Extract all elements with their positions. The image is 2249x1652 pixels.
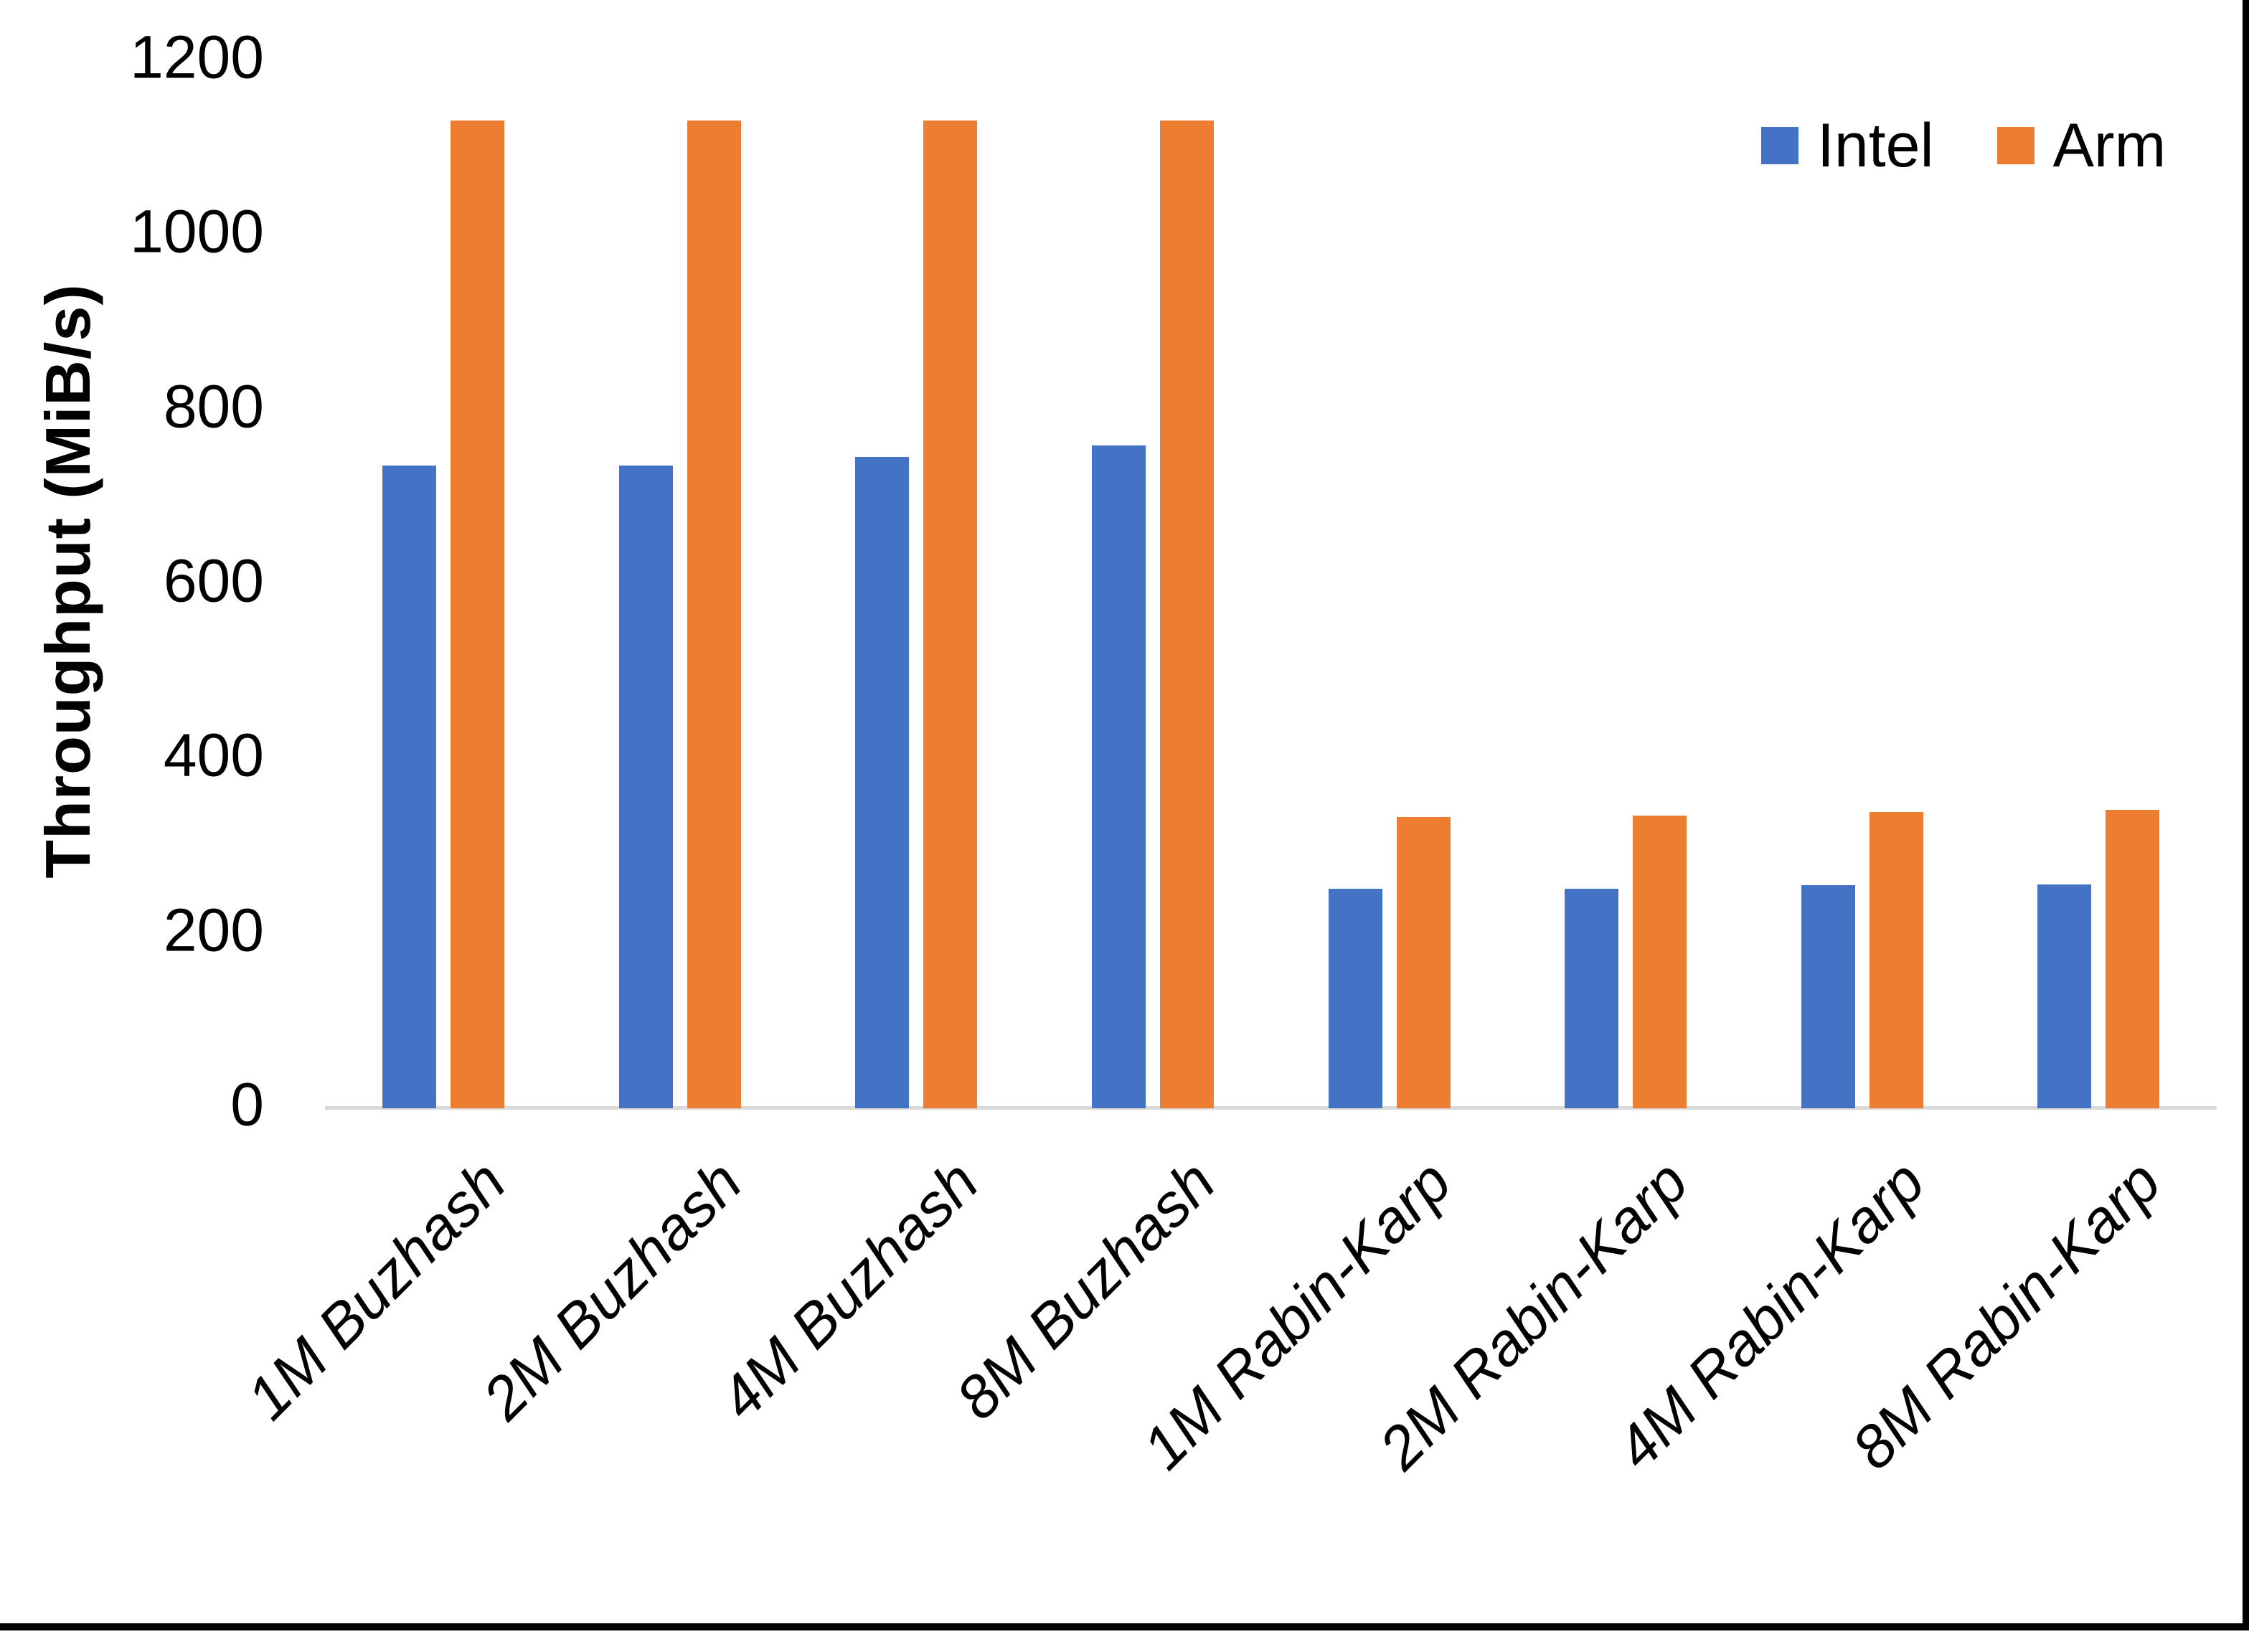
x-axis-label-1m-buzhash: 1M Buzhash (233, 1147, 519, 1432)
bar-arm-2m-rabin-karp (1633, 815, 1687, 1108)
bar-intel-8m-buzhash (1091, 445, 1146, 1108)
bar-arm-2m-buzhash (687, 121, 741, 1108)
bar-intel-4m-rabin-karp (1801, 884, 1855, 1108)
bar-intel-4m-buzhash (855, 456, 910, 1108)
bar-intel-1m-rabin-karp (1328, 888, 1382, 1108)
y-axis-tick-label-1000: 1000 (130, 197, 264, 265)
bar-arm-4m-rabin-karp (1869, 811, 1923, 1108)
legend-label-arm: Arm (2052, 111, 2167, 180)
bar-arm-4m-buzhash (923, 121, 978, 1108)
bar-intel-1m-buzhash (382, 465, 436, 1108)
x-axis-label-8m-rabin-karp: 8M Rabin-Karp (1839, 1147, 2174, 1482)
bar-arm-1m-buzhash (451, 121, 504, 1108)
legend-item-arm: Arm (1996, 111, 2167, 180)
frame-border-bottom (0, 1623, 2249, 1630)
legend-swatch-arm (1996, 127, 2035, 164)
bar-intel-2m-rabin-karp (1565, 888, 1619, 1108)
bar-intel-8m-rabin-karp (2037, 884, 2092, 1108)
frame-border-right (2243, 0, 2249, 1630)
bar-arm-8m-rabin-karp (2106, 810, 2160, 1108)
legend-item-intel: Intel (1761, 115, 1934, 176)
y-axis-tick-label-800: 800 (163, 372, 264, 440)
x-axis-label-2m-rabin-karp: 2M Rabin-Karp (1366, 1147, 1701, 1482)
y-axis-tick-label-400: 400 (163, 721, 264, 789)
legend-label-intel: Intel (1817, 111, 1934, 180)
legend-swatch-intel (1761, 127, 1798, 164)
y-axis-tick-label-600: 600 (163, 547, 264, 615)
x-axis-label-1m-rabin-karp: 1M Rabin-Karp (1129, 1147, 1464, 1482)
y-axis-tick-label-1200: 1200 (130, 23, 264, 91)
x-axis-label-8m-buzhash: 8M Buzhash (943, 1147, 1228, 1432)
y-axis-tick-label-200: 200 (163, 896, 264, 964)
x-axis-line (325, 1106, 2217, 1110)
bar-arm-1m-rabin-karp (1396, 817, 1451, 1108)
x-axis-label-2m-buzhash: 2M Buzhash (470, 1147, 755, 1432)
bar-arm-8m-buzhash (1159, 121, 1214, 1108)
legend: Intel Arm (1761, 115, 2166, 176)
bar-intel-2m-buzhash (618, 465, 673, 1108)
x-axis-label-4m-rabin-karp: 4M Rabin-Karp (1602, 1147, 1937, 1482)
y-axis-tick-label-0: 0 (230, 1070, 264, 1138)
x-axis-label-4m-buzhash: 4M Buzhash (706, 1147, 991, 1432)
